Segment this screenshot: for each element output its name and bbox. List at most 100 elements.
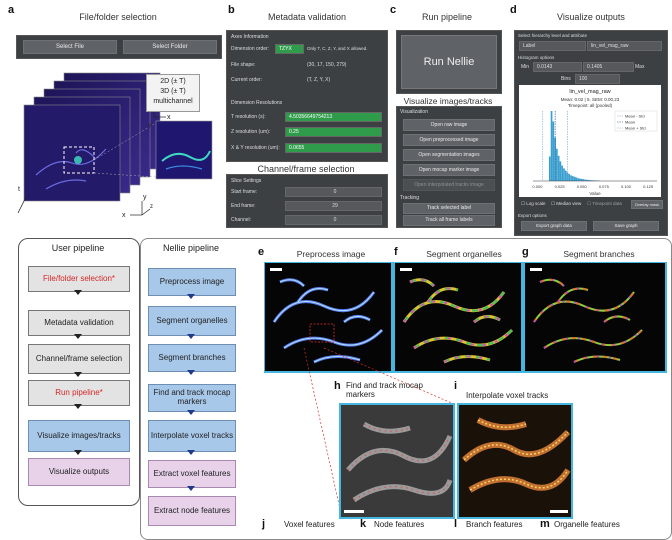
min-field[interactable]: 0.0143 xyxy=(533,62,582,72)
xy-res-label: X & Y resolution (um): xyxy=(231,145,280,151)
hist-tick-label: 0.125 xyxy=(643,184,654,189)
legend-mean-minus-std: Mean - Std xyxy=(625,114,645,119)
z-res-field[interactable]: 0.25 xyxy=(285,127,382,137)
channel-spinbox[interactable]: 0 xyxy=(285,215,382,225)
hist-bar xyxy=(581,179,583,181)
tracking-header: Tracking xyxy=(400,195,419,201)
export-graph-data-button[interactable]: Export graph data xyxy=(521,221,587,231)
dims-line-2d: 2D (± T) xyxy=(147,77,199,87)
z-res-label: Z resolution (um): xyxy=(231,129,270,135)
nellie-pipeline-title: Nellie pipeline xyxy=(148,243,234,253)
track-selected-button[interactable]: Track selected label xyxy=(403,203,495,214)
level-dropdown[interactable]: Label xyxy=(519,41,586,51)
current-order-value: (T, Z, Y, X) xyxy=(307,77,330,83)
nellie-flow-arrow xyxy=(187,486,195,491)
hist-bar xyxy=(570,175,572,181)
t-res-field[interactable]: 4.50356649754213 xyxy=(285,112,382,122)
track-all-button[interactable]: Track all frame labels xyxy=(403,215,495,226)
file-shape-value: (30, 17, 150, 279) xyxy=(307,62,346,68)
current-order-label: Current order: xyxy=(231,77,262,83)
nellie-step-1: Segment organelles xyxy=(148,306,236,336)
panel-g-title: Segment branches xyxy=(534,249,664,259)
user-flow-arrow xyxy=(74,450,82,455)
hist-bar xyxy=(572,176,574,181)
panel-l-letter: l xyxy=(454,518,457,530)
user-step-5: Visualize outputs xyxy=(28,458,130,486)
bins-field[interactable]: 100 xyxy=(575,74,620,84)
viz-panel: Visualization Open raw image Open prepro… xyxy=(396,106,502,228)
nellie-flow-arrow xyxy=(187,294,195,299)
open-segmentation-button[interactable]: Open segmentation images xyxy=(403,149,495,161)
user-pipeline-title: User pipeline xyxy=(18,243,138,253)
viz-images-title: Visualize images/tracks xyxy=(392,96,504,106)
hist-bar xyxy=(583,179,585,181)
svg-text:x: x xyxy=(122,212,126,219)
hist-bar xyxy=(574,177,576,181)
axis-t-label: t xyxy=(18,186,20,193)
end-frame-spinbox[interactable]: 29 xyxy=(285,201,382,211)
nellie-step-2: Segment branches xyxy=(148,344,236,372)
open-mocap-button[interactable]: Open mocap marker image xyxy=(403,164,495,176)
start-frame-spinbox[interactable]: 0 xyxy=(285,187,382,197)
channel-label: Channel: xyxy=(231,217,251,223)
dim-order-field[interactable]: TZYX xyxy=(275,44,304,54)
hist-bar xyxy=(551,111,553,181)
hist-tick-label: 0.100 xyxy=(621,184,632,189)
panel-j-letter: j xyxy=(262,518,265,530)
panel-e-letter: e xyxy=(258,246,264,258)
histogram-plot-area: lin_vel_mag_raw Mean: 0.02 | 5. SEM: 0.0… xyxy=(519,85,661,197)
open-interpolated-button[interactable]: Open interpolated tracks image xyxy=(403,179,495,191)
hist-xlabel: Value xyxy=(589,191,601,196)
min-label: Min xyxy=(521,64,529,70)
open-preprocessed-button[interactable]: Open preprocessed image xyxy=(403,134,495,146)
hist-bar xyxy=(560,161,562,181)
tracking-image-strip xyxy=(264,340,668,528)
xy-res-field[interactable]: 0.0655 xyxy=(285,143,382,153)
select-folder-button[interactable]: Select Folder xyxy=(123,40,217,54)
dim-order-hint: Only T, C, Z, Y, and X allowed. xyxy=(307,46,368,51)
inset-axis-y: y xyxy=(148,122,152,129)
hist-stats-line2: Timepoint: all (pooled) xyxy=(568,103,613,108)
t-res-label: T resolution (s): xyxy=(231,114,266,120)
max-field[interactable]: 0.1405 xyxy=(583,62,634,72)
open-raw-image-button[interactable]: Open raw image xyxy=(403,119,495,131)
nellie-flow-arrow xyxy=(187,370,195,375)
hist-stats-line1: Mean: 0.02 | 5. SEM: 0.00,23 xyxy=(561,97,620,102)
user-flow-arrow xyxy=(74,372,82,377)
slice-settings-heading: Slice Settings xyxy=(231,178,261,184)
user-flow-arrow xyxy=(74,334,82,339)
panel-m-letter: m xyxy=(540,518,550,530)
hist-tick-label: 0.075 xyxy=(599,184,610,189)
save-graph-button[interactable]: Save graph xyxy=(593,221,659,231)
user-step-4: Visualize images/tracks xyxy=(28,420,130,452)
check-timepoint[interactable]: ☐ Timepoint data xyxy=(587,201,622,207)
hist-bar xyxy=(577,178,579,181)
hist-bar xyxy=(556,149,558,181)
overlay-mask-button[interactable]: Overlay mask xyxy=(631,200,663,209)
panel-d-title: Visualize outputs xyxy=(516,12,666,22)
nellie-step-6: Extract node features xyxy=(148,496,236,526)
dims-info-box: 2D (± T) 3D (± T) multichannel xyxy=(146,74,200,112)
panel-e-title: Preprocess image xyxy=(268,249,394,259)
hist-options-label: Histogram options xyxy=(518,55,554,60)
nellie-step-3: Find and track mocap markers xyxy=(148,384,236,412)
check-median-view[interactable]: ☐ Median view xyxy=(551,201,581,207)
attribute-dropdown[interactable]: lin_vel_mag_raw xyxy=(587,41,662,51)
select-file-button[interactable]: Select File xyxy=(23,40,117,54)
dims-line-3d: 3D (± T) xyxy=(147,87,199,97)
nellie-flow-arrow xyxy=(187,334,195,339)
slice-settings-panel: Slice Settings Start frame: 0 End frame:… xyxy=(226,174,388,228)
hist-bar xyxy=(563,168,565,181)
panel-b-title: Metadata validation xyxy=(232,12,382,22)
viz-header: Visualization xyxy=(400,109,428,115)
nellie-flow-arrow xyxy=(187,450,195,455)
hist-bar xyxy=(576,178,578,182)
run-nellie-button[interactable]: Run Nellie xyxy=(401,35,497,89)
panel-a-letter: a xyxy=(8,4,14,16)
inset-axis-x: x xyxy=(167,114,171,121)
panel-a-title: File/folder selection xyxy=(16,12,220,22)
check-log-scale[interactable]: ☐ Log scale xyxy=(521,201,546,207)
run-panel: Run Nellie xyxy=(396,30,502,94)
panel-g-letter: g xyxy=(522,246,529,258)
user-flow-arrow xyxy=(74,290,82,295)
